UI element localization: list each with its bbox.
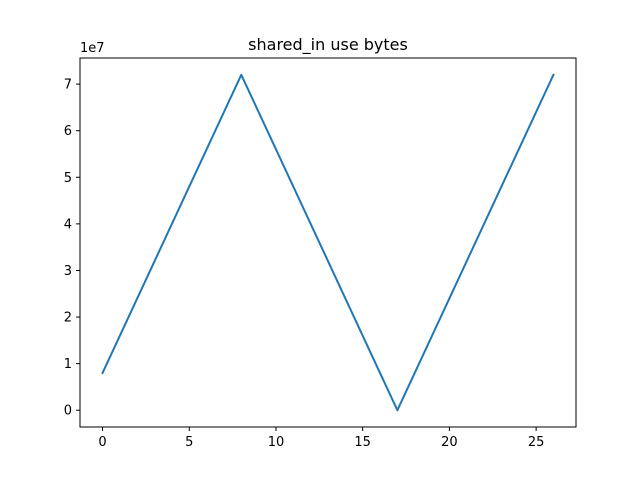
y-tick-label: 5	[64, 171, 72, 186]
x-tick-label: 5	[185, 435, 193, 450]
y-tick-label: 1	[64, 357, 72, 372]
x-tick-label: 0	[98, 435, 106, 450]
x-tick-label: 25	[528, 435, 545, 450]
chart-title: shared_in use bytes	[248, 35, 408, 55]
x-tick-label: 10	[268, 435, 285, 450]
x-tick-label: 20	[441, 435, 458, 450]
y-offset-label: 1e7	[80, 41, 105, 56]
x-tick-label: 15	[354, 435, 371, 450]
axes-frame	[79, 57, 577, 428]
y-tick-label: 0	[64, 404, 72, 419]
y-tick-label: 7	[64, 78, 72, 93]
plot-area: 0 5 10 15 20 25 0 1 2 3 4 5 6 7	[64, 57, 577, 450]
y-tick-label: 6	[64, 124, 72, 139]
y-tick-label: 3	[64, 264, 72, 279]
y-tick-label: 4	[64, 217, 72, 232]
series-line-0	[101, 73, 555, 412]
y-tick-label: 2	[64, 311, 72, 326]
